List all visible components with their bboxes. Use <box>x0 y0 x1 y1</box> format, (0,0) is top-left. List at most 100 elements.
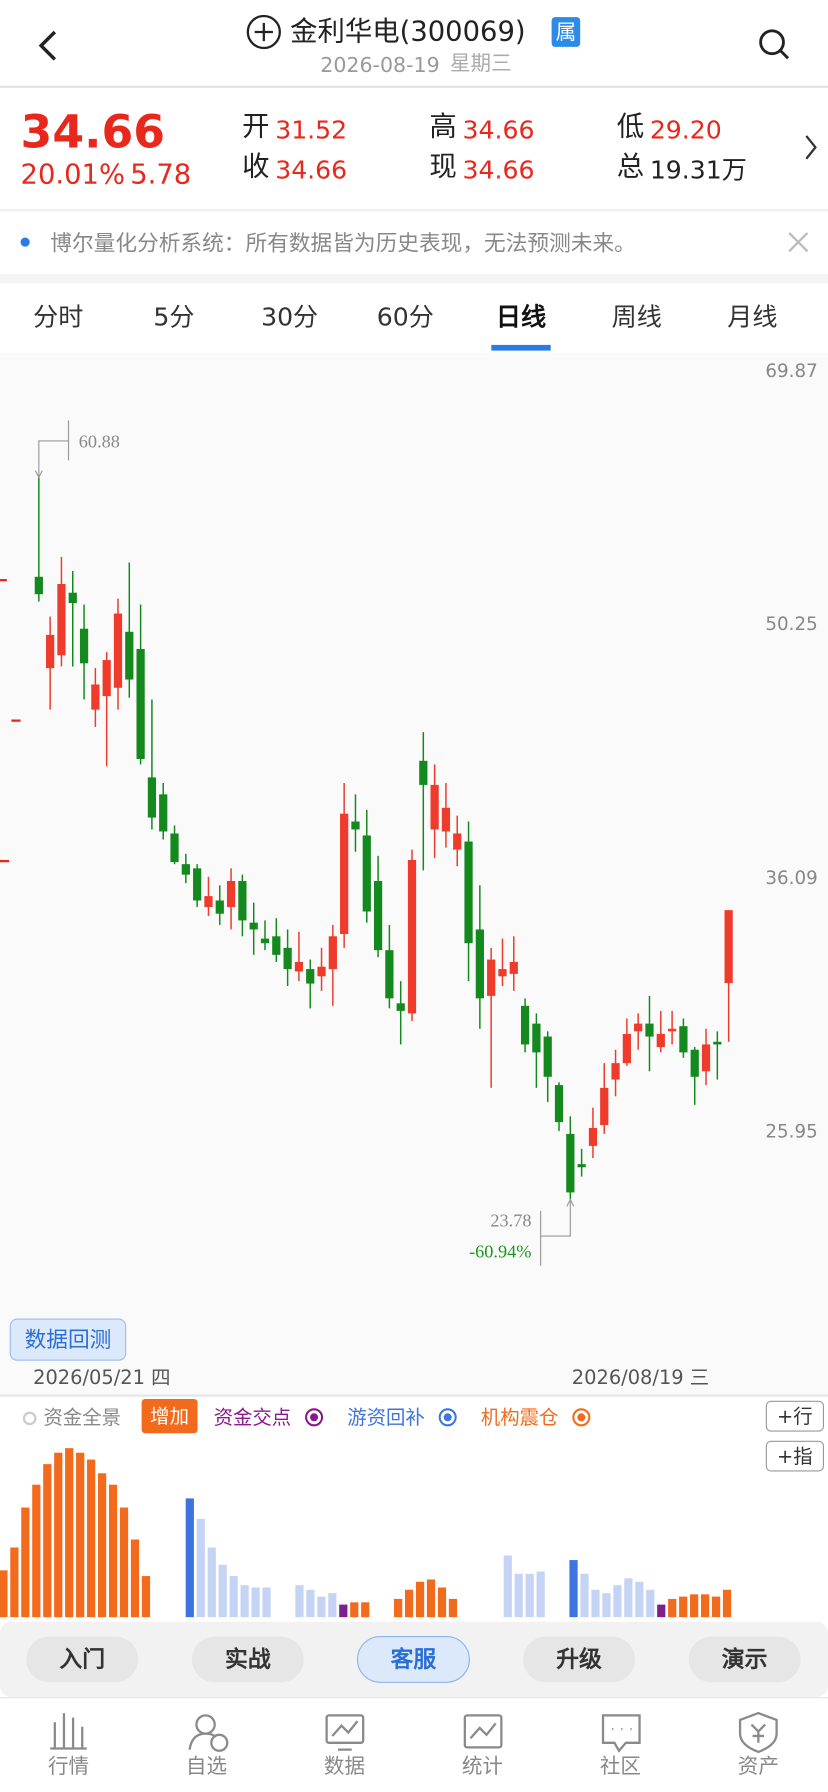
flow-bar <box>503 1555 512 1618</box>
close-notice[interactable] <box>788 232 809 253</box>
nav-icon <box>50 1713 87 1750</box>
settings-icon[interactable] <box>22 1411 37 1426</box>
tag-bg <box>141 1399 198 1434</box>
start-date: 2026/05/21 四 <box>33 1366 170 1389</box>
change: 5.78 <box>130 159 191 190</box>
pill-label: 实战 <box>225 1646 271 1673</box>
pill-button[interactable] <box>523 1636 635 1683</box>
flow-bar <box>448 1598 458 1618</box>
high-pointer <box>34 420 70 479</box>
flow-bar <box>536 1571 545 1618</box>
pill-label: 升级 <box>556 1646 602 1673</box>
nav-icon <box>325 1714 365 1744</box>
flow-bar <box>43 1464 52 1618</box>
indicator-items: 资金交点 游资回补 机构震仓 <box>214 1406 591 1429</box>
indicator-item: 游资回补 <box>347 1406 425 1429</box>
indicator-dot <box>310 1413 319 1422</box>
nav-labels: 行情 自选 数据 统计 社区 资产 <box>48 1754 779 1778</box>
indicator-dot <box>443 1413 452 1422</box>
flow-bar <box>306 1589 315 1618</box>
nav-label[interactable]: 资产 <box>738 1754 779 1778</box>
candle-body <box>91 684 100 710</box>
flow-bar <box>437 1587 447 1618</box>
candle-body <box>464 841 473 944</box>
pill-button[interactable] <box>688 1636 801 1683</box>
stat-value: 31.52 <box>275 115 347 144</box>
flow-bar <box>108 1484 118 1618</box>
candle-body <box>724 910 733 984</box>
nav-label[interactable]: 行情 <box>48 1754 89 1778</box>
flow-bar <box>525 1573 534 1618</box>
flow-bar <box>635 1581 644 1618</box>
backtest-button[interactable] <box>9 1318 127 1361</box>
add-index-label: +指 <box>777 1445 813 1468</box>
nav-label[interactable]: 统计 <box>462 1754 503 1778</box>
candle-body <box>102 660 111 697</box>
flow-bar <box>394 1598 403 1618</box>
flow-bar <box>361 1602 370 1618</box>
back-button[interactable] <box>38 30 57 61</box>
flow-bar <box>10 1547 19 1618</box>
candle-body <box>362 835 371 912</box>
candle-body <box>125 631 134 680</box>
candle-body <box>453 833 462 850</box>
stat-label: 现 <box>429 151 456 182</box>
stat-value: 19.31万 <box>650 155 747 184</box>
search-button[interactable] <box>759 29 785 56</box>
divider <box>0 1697 828 1699</box>
buttons: 入门 实战 客服 升级 演示 <box>26 1636 801 1683</box>
badge-bg <box>551 17 581 47</box>
candle-body <box>554 1085 564 1123</box>
nav-icon <box>331 1720 359 1751</box>
indicator-ring <box>305 1408 324 1427</box>
flow-bar <box>580 1573 589 1618</box>
add-watch[interactable] <box>246 14 281 50</box>
stat-label: 收 <box>242 151 269 182</box>
nav-label[interactable]: 社区 <box>600 1754 641 1778</box>
candle-body <box>430 784 439 830</box>
edge-marker <box>0 579 7 582</box>
indicator-title: 资金全景 <box>43 1406 121 1429</box>
candle-body <box>487 959 496 996</box>
plus-icon <box>254 22 273 42</box>
nav-label[interactable]: 数据 <box>324 1754 365 1778</box>
tab: 5分 <box>153 303 194 332</box>
candle-body <box>611 1063 620 1080</box>
flow-bar <box>646 1589 655 1618</box>
add-index-button[interactable] <box>765 1440 825 1472</box>
badge: 属 <box>556 20 577 44</box>
expand-quote[interactable] <box>805 135 817 160</box>
pill-button[interactable] <box>191 1636 304 1683</box>
nav-label[interactable]: 自选 <box>186 1754 227 1778</box>
flow-bar <box>240 1585 249 1618</box>
pill-label: 演示 <box>722 1646 768 1673</box>
pill-button[interactable] <box>356 1636 470 1683</box>
flow-bar <box>76 1452 85 1618</box>
nav-icon <box>469 1722 497 1739</box>
price: 34.66 <box>21 105 165 158</box>
flow-bar <box>679 1596 688 1618</box>
low-pointer <box>540 1198 575 1266</box>
tab: 月线 <box>727 303 777 332</box>
flow-bar <box>701 1594 710 1618</box>
flow-bar <box>569 1560 578 1618</box>
flow-bar <box>87 1459 96 1618</box>
indicator-item: 机构震仓 <box>481 1406 559 1429</box>
add-row-label: +行 <box>777 1405 813 1428</box>
edge-marker <box>0 859 10 863</box>
add-row-button[interactable] <box>765 1400 825 1432</box>
candle-body <box>34 576 43 595</box>
flow-bar <box>690 1594 699 1618</box>
candle-body <box>532 1023 541 1053</box>
stat-label: 总 <box>617 151 644 182</box>
candle-body <box>57 583 66 656</box>
candle-body <box>566 1133 575 1193</box>
indicator-ring <box>572 1408 591 1427</box>
flow-bar <box>657 1604 666 1618</box>
candle-body <box>159 794 168 832</box>
pill-button[interactable] <box>26 1636 139 1683</box>
stat-value: 34.66 <box>275 155 347 184</box>
candle-body <box>441 807 451 832</box>
candle-body <box>634 1023 643 1032</box>
candle-body <box>656 1033 665 1048</box>
